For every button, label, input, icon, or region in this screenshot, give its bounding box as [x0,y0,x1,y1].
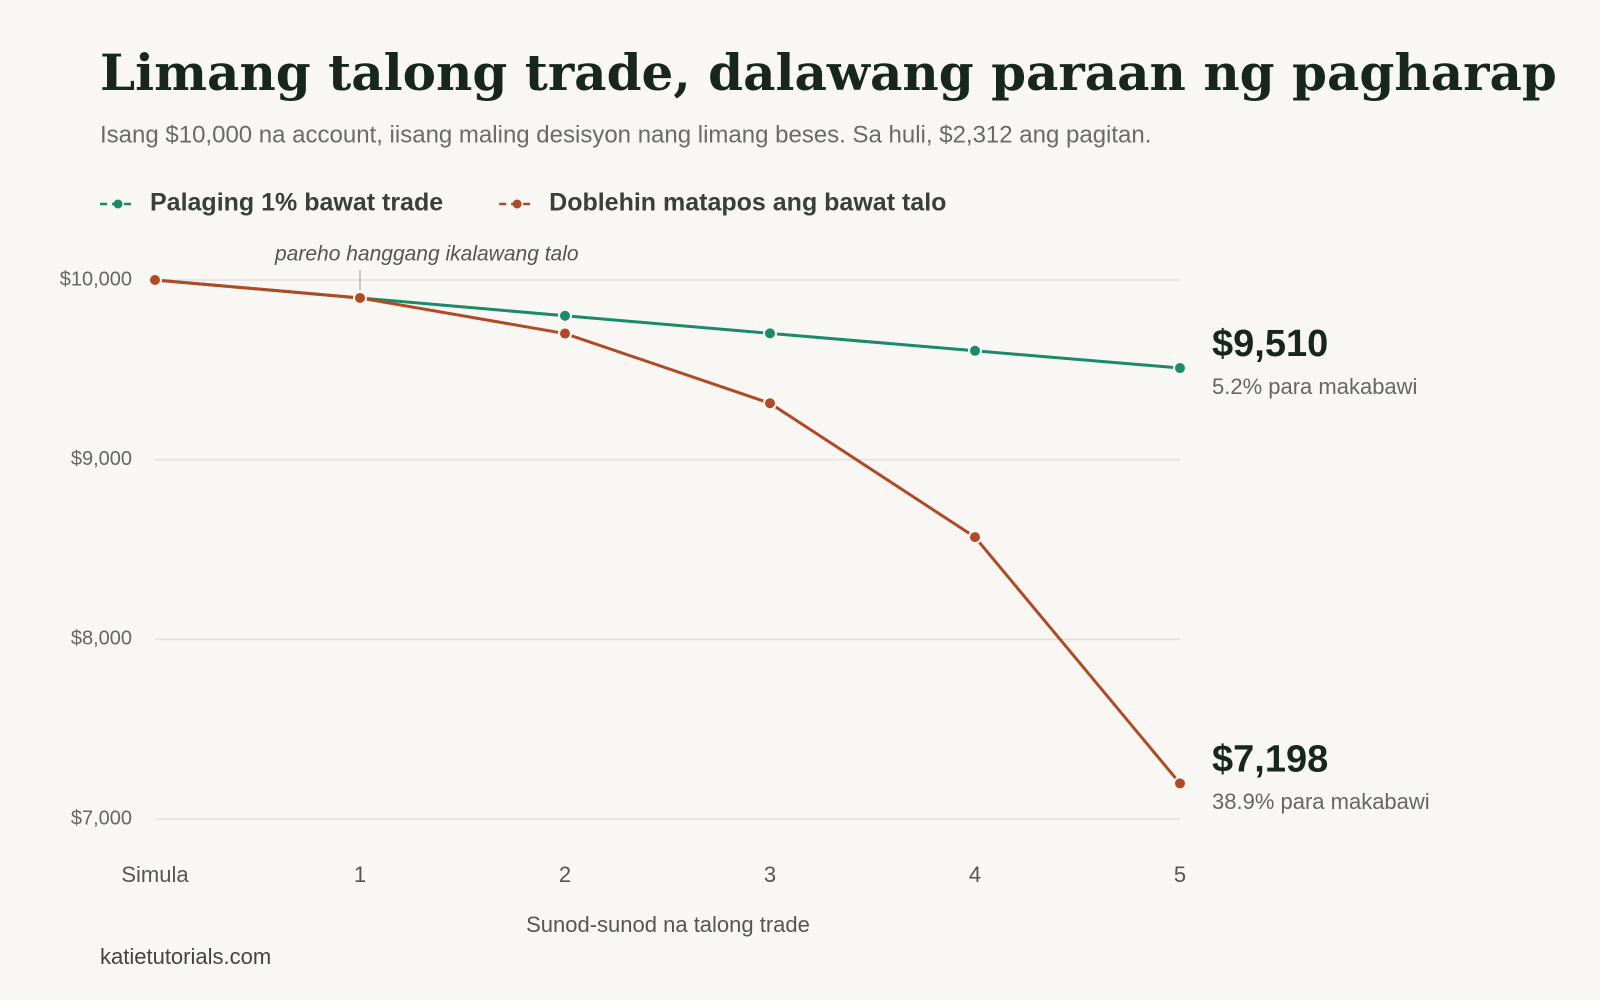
x-axis-label: Sunod-sunod na talong trade [526,912,810,937]
x-tick-label: 2 [559,862,571,887]
legend-dot [512,199,522,209]
legend-label: Doblehin matapos ang bawat talo [549,189,946,217]
data-point [558,308,572,323]
y-tick-label: $10,000 [60,268,132,290]
chart-title: Limang talong trade, dalawang paraan ng … [100,43,1557,102]
end-note: 5.2% para makabawi [1212,374,1417,399]
y-tick-label: $9,000 [71,448,132,470]
x-tick-label: 3 [764,862,776,887]
x-tick-label: 1 [354,862,366,887]
legend-dot [113,199,123,209]
y-tick-label: $8,000 [71,628,132,650]
x-tick-label: 5 [1174,862,1186,887]
series-line [154,278,1182,785]
x-tick-label: Simula [121,862,189,887]
y-tick-label: $7,000 [71,807,132,829]
end-label: $7,198 [1212,738,1328,780]
data-point [1173,776,1187,791]
end-note: 38.9% para makabawi [1212,789,1430,814]
x-tick-label: 4 [969,862,981,887]
data-point [968,530,982,545]
source: katietutorials.com [100,944,271,969]
data-point [763,326,777,341]
data-point [353,290,367,305]
annotation: pareho hanggang ikalawang talo [274,243,579,266]
data-point [968,343,982,358]
data-point [148,273,162,287]
chart-subtitle: Isang $10,000 na account, iisang maling … [100,121,1151,148]
data-point [763,396,777,411]
end-label: $9,510 [1212,323,1328,365]
data-point [558,326,572,341]
data-point [1173,361,1187,376]
legend-label: Palaging 1% bawat trade [150,189,443,217]
